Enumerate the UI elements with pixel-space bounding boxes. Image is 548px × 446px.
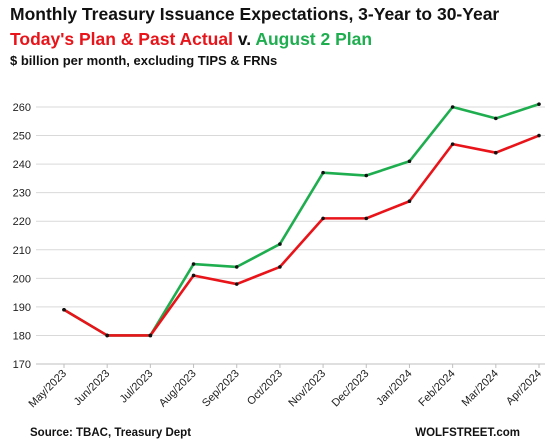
subtitle-green-series: August 2 Plan <box>255 29 373 49</box>
data-point <box>234 265 239 269</box>
data-point <box>450 105 455 109</box>
subtitle-versus: v. <box>232 29 256 49</box>
series-line-august-plan <box>62 102 541 337</box>
data-point <box>105 333 109 338</box>
chart-title: Monthly Treasury Issuance Expectations, … <box>10 4 500 24</box>
data-point <box>407 159 412 164</box>
data-point <box>321 170 325 175</box>
chart-units: $ billion per month, excluding TIPS & FR… <box>10 53 278 68</box>
data-point <box>148 333 153 338</box>
x-axis: May/2023 Jun/2023 Jul/2023 Aug/2023 Sep/2023… <box>26 363 545 411</box>
y-axis: 170 180 190 200 210 220 230 240 250 260 <box>13 102 31 371</box>
x-tick-label: Oct/2023 <box>245 368 285 408</box>
y-tick-label: 170 <box>13 359 31 371</box>
data-point <box>407 199 412 204</box>
y-tick-label: 260 <box>13 102 31 114</box>
y-tick-label: 230 <box>13 188 31 200</box>
y-tick-label: 190 <box>13 302 31 314</box>
x-tick-label: Aug/2023 <box>157 368 199 410</box>
y-tick-label: 200 <box>13 273 31 285</box>
data-point <box>364 173 369 178</box>
y-tick-label: 250 <box>13 131 31 143</box>
data-point <box>364 216 369 221</box>
x-tick-label: Jul/2023 <box>118 368 156 406</box>
data-point <box>191 273 196 278</box>
y-tick-label: 210 <box>13 245 31 257</box>
x-tick-label: Nov/2023 <box>286 368 328 410</box>
y-tick-label: 220 <box>13 216 31 228</box>
data-point <box>62 307 66 312</box>
data-point <box>537 133 541 138</box>
x-tick-label: Sep/2023 <box>200 368 242 410</box>
x-tick-label: Apr/2024 <box>504 368 544 408</box>
x-tick-label: May/2023 <box>26 368 69 411</box>
series-line-todays-plan <box>62 134 541 337</box>
x-tick-label: Jun/2023 <box>72 368 112 408</box>
data-point <box>234 282 239 286</box>
source-note: Source: TBAC, Treasury Dept <box>30 427 192 439</box>
data-point <box>494 116 498 121</box>
x-tick-label: Mar/2024 <box>460 368 501 409</box>
x-tick-label: Jan/2024 <box>374 368 414 408</box>
brand-label: WOLFSTREET.com <box>415 427 520 439</box>
x-tick-label: Dec/2023 <box>330 368 372 410</box>
subtitle-red-series: Today's Plan & Past Actual <box>10 29 233 49</box>
data-point <box>321 216 325 221</box>
data-point <box>494 150 498 155</box>
data-point <box>537 102 541 106</box>
chart-subtitle: Today's Plan & Past Actual v. August 2 P… <box>10 29 372 50</box>
x-tick-label: Feb/2024 <box>416 368 457 409</box>
data-point <box>278 265 282 269</box>
gridlines <box>36 106 545 336</box>
data-point <box>450 142 455 146</box>
series-lines <box>62 102 541 338</box>
data-point <box>191 262 196 266</box>
y-tick-label: 180 <box>13 330 31 342</box>
data-point <box>278 242 282 246</box>
y-tick-label: 240 <box>13 159 31 171</box>
